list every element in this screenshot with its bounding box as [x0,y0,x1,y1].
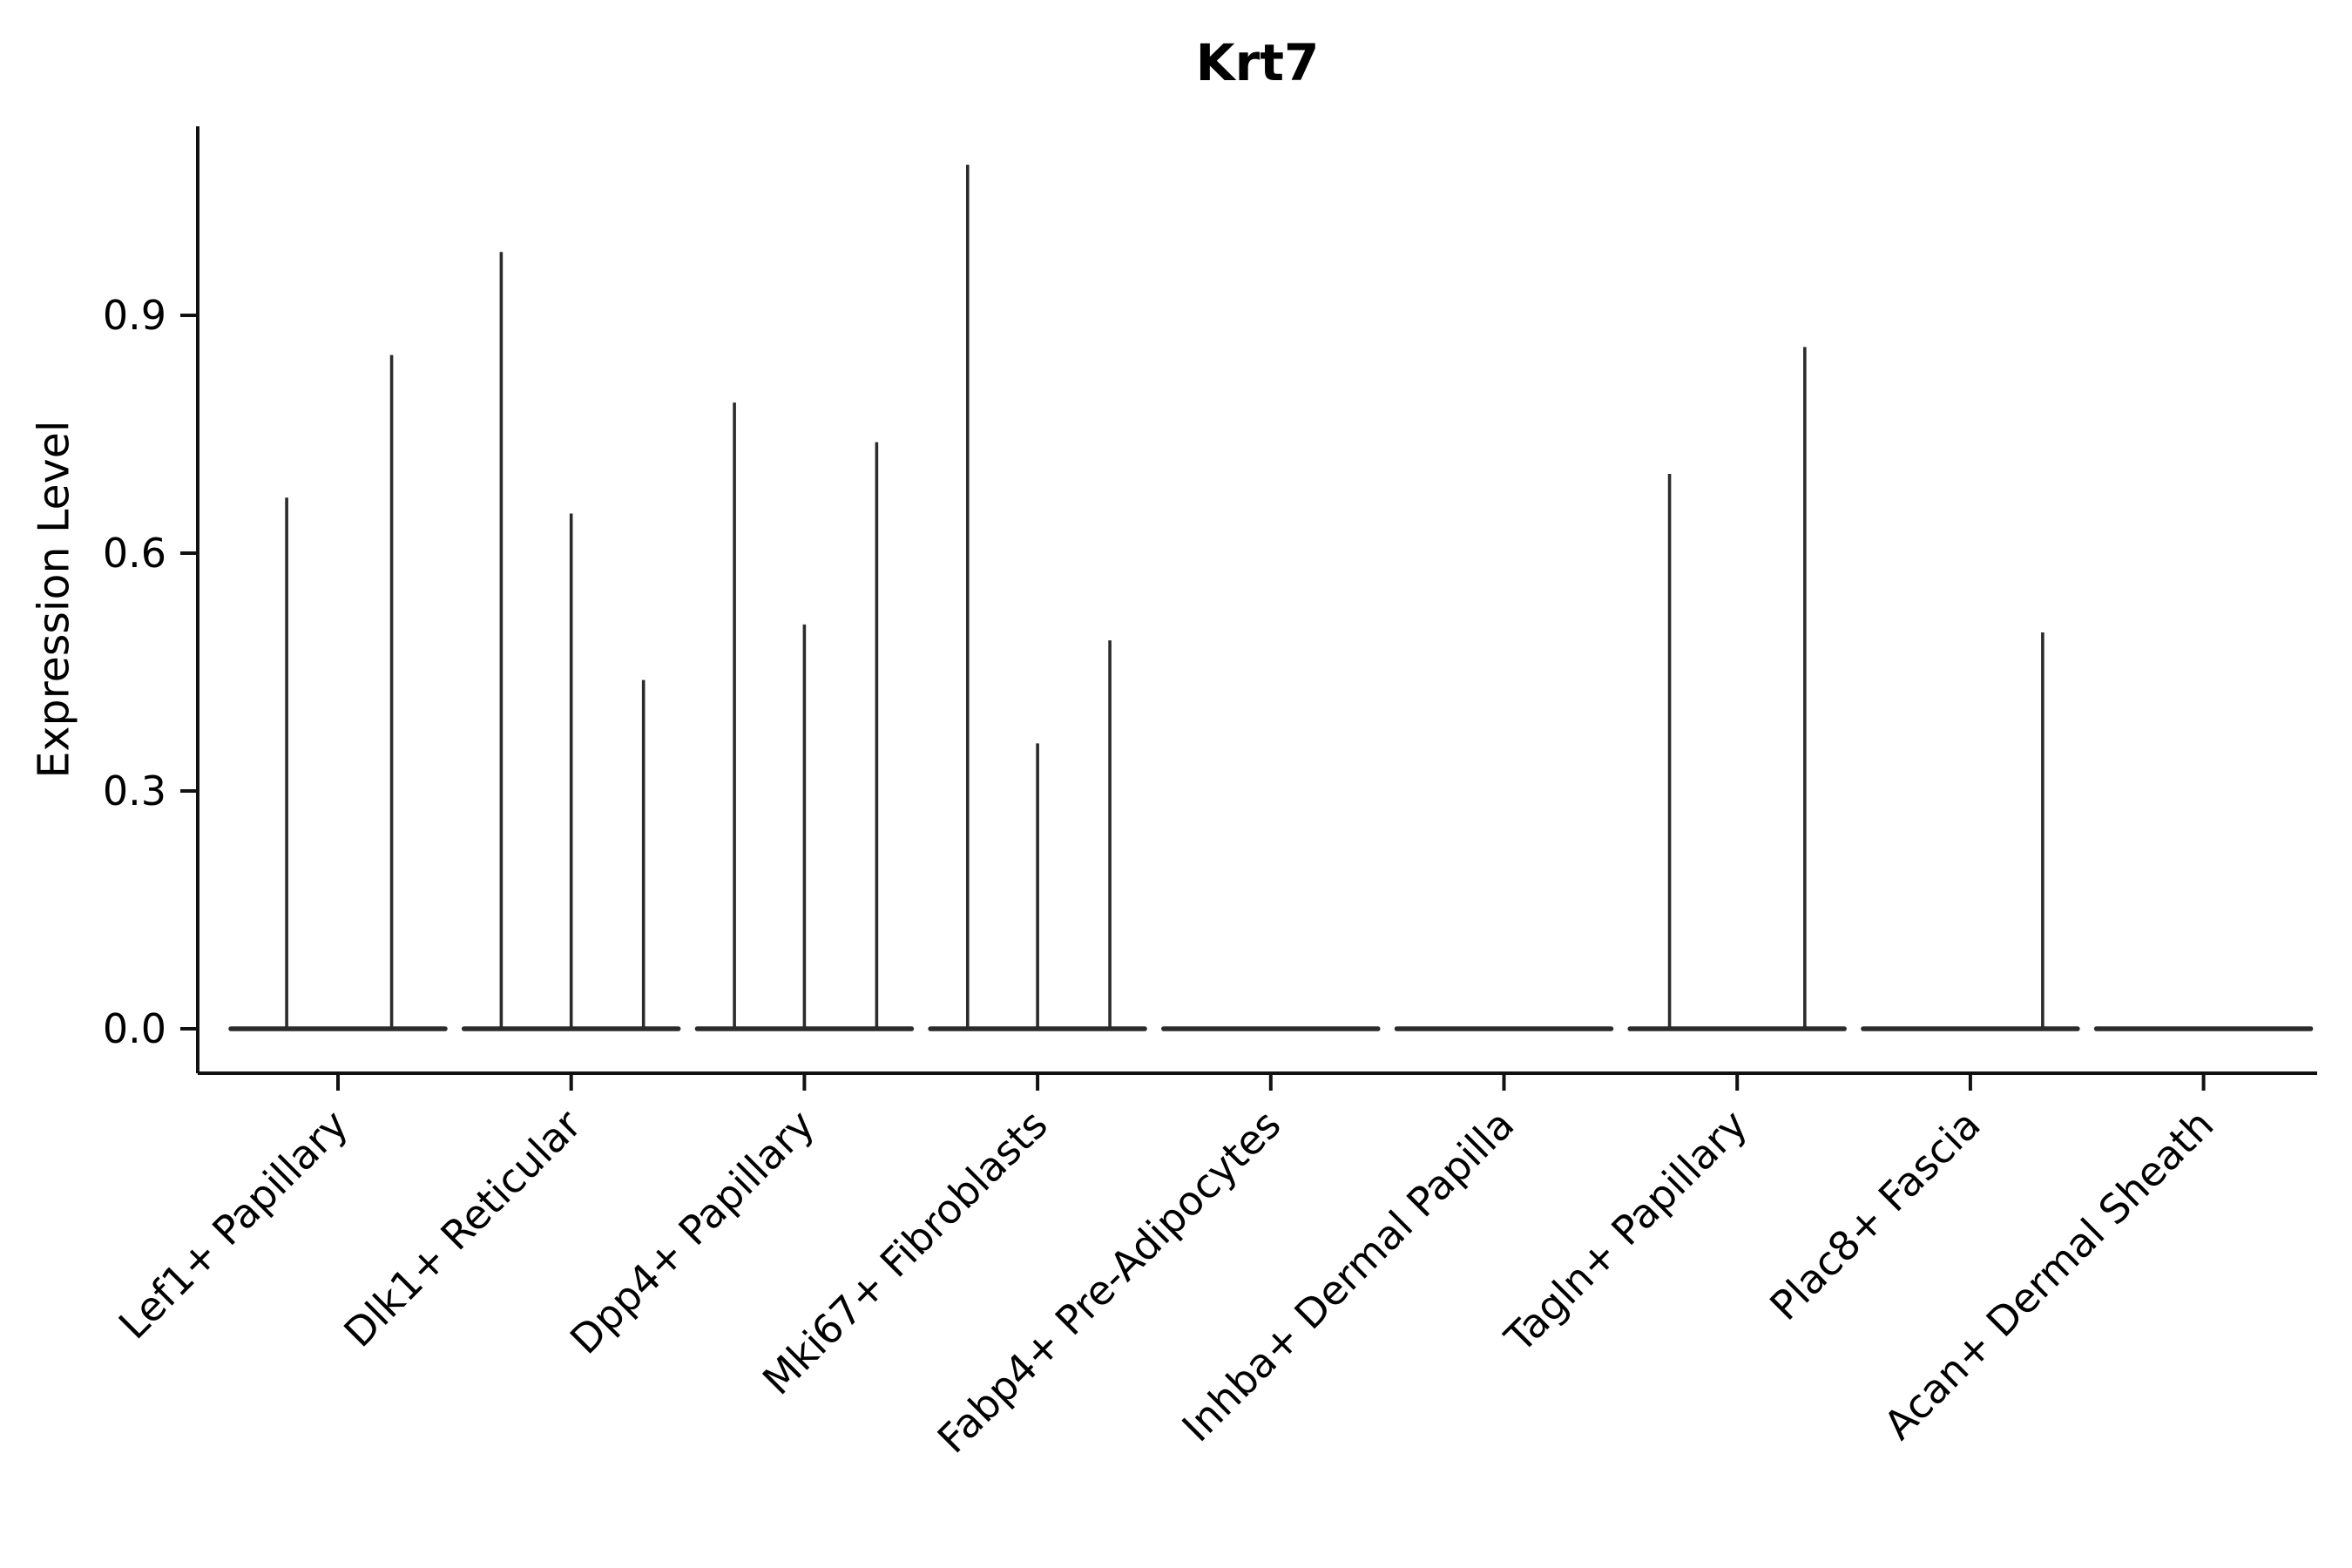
chart-title: Krt7 [1195,33,1320,92]
y-axis-label: Expression Level [29,420,79,779]
x-tick-label: Lef1+ Papillary [110,1101,357,1348]
x-tick-label: Tagln+ Papillary [1495,1101,1756,1362]
y-tick-label: 0.9 [103,292,166,339]
x-tick-label: Plac8+ Fascia [1761,1101,1989,1329]
y-tick-label: 0.0 [103,1005,166,1052]
y-tick-label: 0.3 [103,767,166,814]
y-tick-label: 0.6 [103,530,166,577]
x-tick-label: Dlk1+ Reticular [335,1101,590,1356]
x-tick-label: Dpp4+ Papillary [561,1101,823,1363]
